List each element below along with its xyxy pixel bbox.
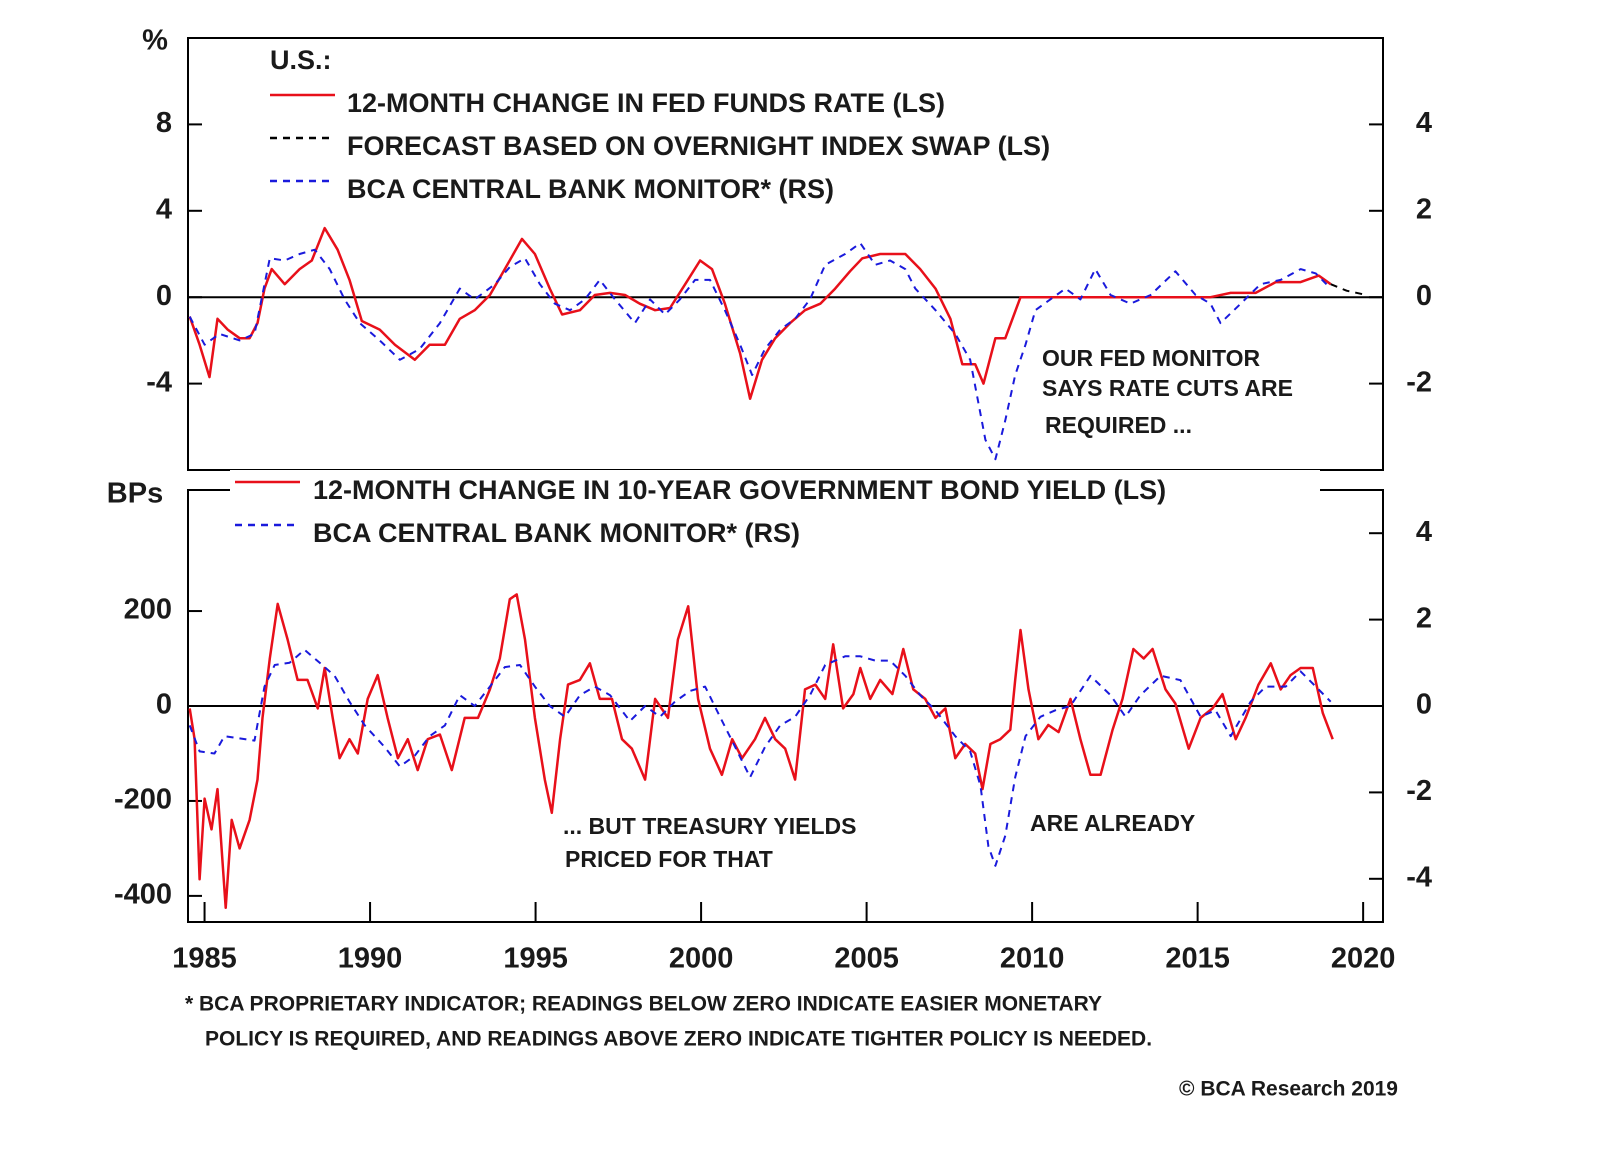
- y2-tick-label: 4: [1416, 516, 1432, 548]
- y-tick-label: 0: [156, 689, 172, 721]
- series-line: [188, 648, 1332, 867]
- y2-tick-label: 2: [1416, 193, 1432, 225]
- y-tick-label: 200: [124, 594, 172, 626]
- annotation: PRICED FOR THAT: [565, 846, 773, 872]
- y2-tick-label: 2: [1416, 602, 1432, 634]
- y2-tick-label: 0: [1416, 280, 1432, 312]
- y2-tick-label: 4: [1416, 107, 1432, 139]
- legend-title: U.S.:: [270, 45, 332, 75]
- x-tick-label: 2000: [669, 943, 734, 975]
- footnote: * BCA PROPRIETARY INDICATOR; READINGS BE…: [185, 993, 1102, 1016]
- y-tick-label: 4: [156, 193, 172, 225]
- y-tick-label: -400: [114, 879, 172, 911]
- series-line: [1330, 283, 1367, 296]
- series-line: [188, 593, 1334, 910]
- y2-tick-label: -2: [1406, 775, 1432, 807]
- x-tick-label: 1990: [338, 943, 403, 975]
- annotation: SAYS RATE CUTS ARE: [1042, 375, 1293, 401]
- x-tick-label: 2005: [834, 943, 899, 975]
- panel: -4 0 4 8 -2 0 2 4% U.S.: 12-MONTH CHANGE IN FED F…: [142, 25, 1432, 471]
- y-unit-label: BPs: [107, 478, 163, 510]
- legend-label: 12-MONTH CHANGE IN 10-YEAR GOVERNMENT BO…: [313, 475, 1166, 505]
- y2-tick-label: -2: [1406, 366, 1432, 398]
- series-line: [188, 226, 1332, 400]
- annotation: ... BUT TREASURY YIELDS: [563, 813, 857, 839]
- source: © BCA Research 2019: [1179, 1078, 1398, 1101]
- legend-bg: [230, 470, 1320, 554]
- annotation: OUR FED MONITOR: [1042, 345, 1260, 371]
- x-tick-label: 2020: [1331, 943, 1396, 975]
- y-tick-label: -200: [114, 784, 172, 816]
- y-tick-label: 8: [156, 107, 172, 139]
- legend-label: FORECAST BASED ON OVERNIGHT INDEX SWAP (…: [347, 131, 1050, 161]
- y-unit-label: %: [142, 25, 168, 57]
- x-tick-label: 2010: [1000, 943, 1065, 975]
- legend-label: 12-MONTH CHANGE IN FED FUNDS RATE (LS): [347, 88, 945, 118]
- legend-label: BCA CENTRAL BANK MONITOR* (RS): [347, 174, 834, 204]
- annotation: ARE ALREADY: [1030, 810, 1195, 836]
- legend-bg: [265, 40, 1355, 210]
- y2-tick-label: 0: [1416, 689, 1432, 721]
- x-tick-label: 1985: [172, 943, 237, 975]
- x-tick-label: 2015: [1165, 943, 1230, 975]
- y2-tick-label: -4: [1406, 861, 1432, 893]
- y-tick-label: 0: [156, 280, 172, 312]
- legend-label: BCA CENTRAL BANK MONITOR* (RS): [313, 518, 800, 548]
- series-line: [188, 242, 1332, 461]
- x-tick-label: 1995: [503, 943, 568, 975]
- footnote: POLICY IS REQUIRED, AND READINGS ABOVE Z…: [205, 1028, 1152, 1051]
- annotation: REQUIRED ...: [1045, 412, 1192, 438]
- panel: -400 -200 0 200 -4 -2 0 2 4 1985 1990 1995 2000 2005 2…: [107, 470, 1432, 975]
- y-tick-label: -4: [146, 366, 172, 398]
